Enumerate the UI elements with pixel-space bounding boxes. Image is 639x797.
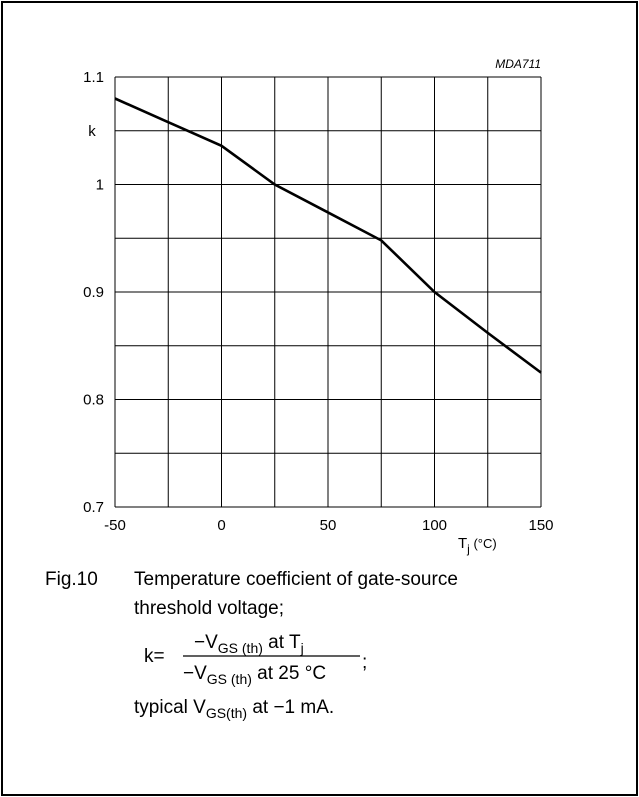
- x-tick-label: 50: [320, 517, 337, 534]
- y-tick-label: 1.1: [83, 69, 104, 86]
- x-tick-label: 0: [217, 517, 225, 534]
- note-part: typical V: [134, 697, 206, 718]
- note-part: GS(th): [206, 705, 247, 721]
- annotation: MDA711: [495, 57, 541, 71]
- x-tick-label: 100: [422, 517, 447, 534]
- formula-lhs: k=: [144, 646, 165, 667]
- data-line: [114, 97, 542, 374]
- formula-part: GS (th): [218, 640, 263, 656]
- x-tick-label: -50: [104, 517, 126, 534]
- formula-part: j: [300, 640, 304, 656]
- y-tick-label: 0.8: [83, 392, 104, 409]
- formula-part: GS (th): [207, 671, 252, 687]
- x-label: Tj (°C): [458, 535, 497, 556]
- formula-denominator: −VGS (th) at 25 °C: [183, 663, 326, 687]
- x-label-main: T: [458, 535, 467, 552]
- x-label-sub: j: [466, 542, 470, 556]
- x-tick-label: 150: [528, 517, 553, 534]
- y-tick-label: 0.9: [83, 284, 104, 301]
- y-tick-label: 1: [96, 177, 104, 194]
- formula-part: −V: [183, 663, 207, 684]
- caption-label: Fig.10: [45, 569, 98, 590]
- x-label-unit: (°C): [470, 536, 497, 551]
- formula-part: −V: [194, 632, 218, 653]
- formula-numerator: −VGS (th) at Tj: [194, 632, 304, 656]
- y-label: k: [88, 123, 96, 140]
- formula-part: at 25 °C: [252, 663, 326, 684]
- y-tick-label: 0.7: [83, 499, 104, 516]
- note-part: at −1 mA.: [247, 697, 334, 718]
- formula-part: at T: [263, 632, 301, 653]
- formula-end: ;: [362, 652, 367, 673]
- caption-line: Temperature coefficient of gate-source: [134, 569, 458, 590]
- caption-line: threshold voltage;: [134, 598, 284, 619]
- caption-note: typical VGS(th) at −1 mA.: [134, 697, 334, 721]
